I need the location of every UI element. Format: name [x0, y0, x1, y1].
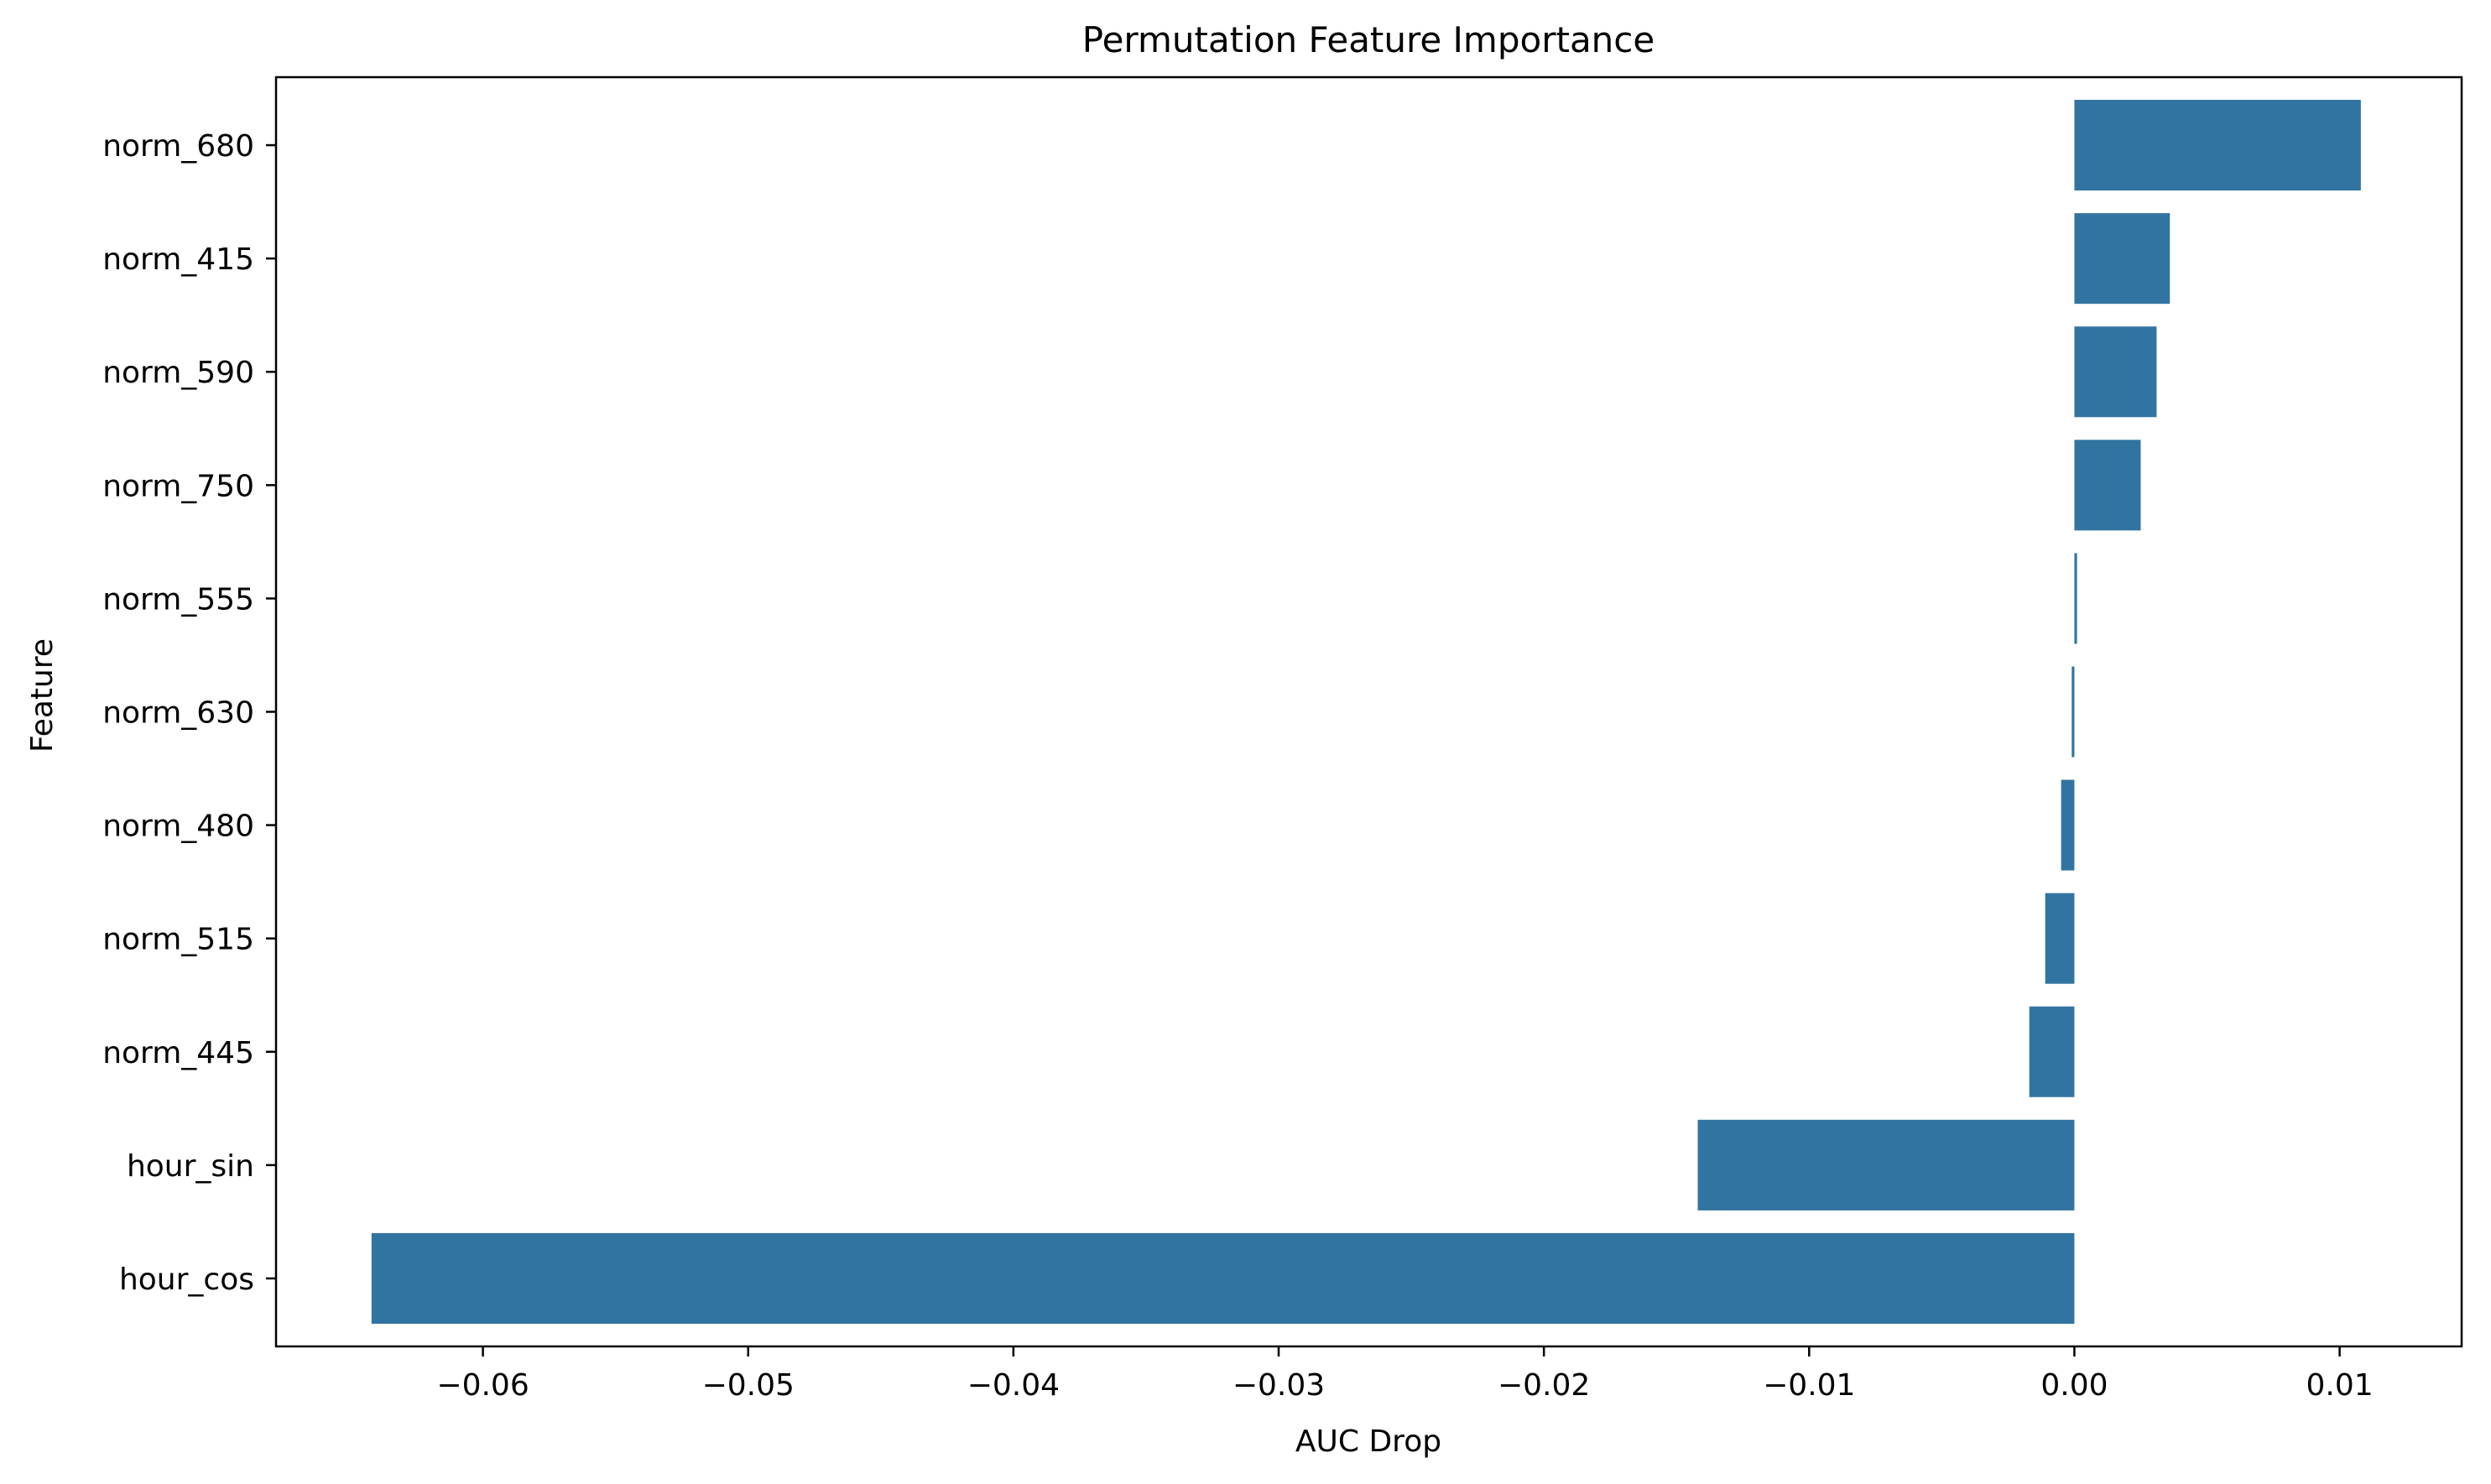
y-tick-label: norm_555: [102, 582, 254, 617]
bar-hour-sin: [1697, 1119, 2075, 1211]
bar-norm-750: [2074, 440, 2141, 531]
x-tick-label: 0.00: [2040, 1368, 2108, 1403]
y-tick-label: norm_515: [102, 923, 254, 957]
plot-frame: [274, 76, 2463, 1348]
y-tick-label: norm_445: [102, 1036, 254, 1070]
y-tick-label: norm_480: [102, 810, 254, 844]
x-tick-label: −0.06: [436, 1368, 529, 1403]
bar-norm-515: [2045, 893, 2075, 984]
bar-norm-555: [2074, 553, 2077, 644]
bar-norm-630: [2071, 666, 2075, 758]
bar-hour-cos: [371, 1232, 2075, 1324]
x-axis-label: AUC Drop: [1295, 1424, 1441, 1459]
y-axis-label: Feature: [25, 638, 60, 752]
y-tick-label: norm_590: [102, 356, 254, 390]
x-tick-label: −0.02: [1498, 1368, 1590, 1403]
chart-title: Permutation Feature Importance: [1082, 19, 1655, 60]
bar-norm-590: [2074, 326, 2157, 418]
x-tick-label: 0.01: [2306, 1368, 2373, 1403]
y-tick-label: hour_cos: [119, 1263, 254, 1297]
x-tick-label: −0.04: [967, 1368, 1060, 1403]
bar-norm-480: [2061, 779, 2075, 871]
x-tick-label: −0.01: [1763, 1368, 1855, 1403]
x-tick-label: −0.05: [702, 1368, 795, 1403]
bar-norm-445: [2029, 1006, 2075, 1097]
x-tick-label: −0.03: [1232, 1368, 1325, 1403]
y-tick-label: norm_750: [102, 469, 254, 503]
y-tick-label: hour_sin: [127, 1149, 254, 1184]
y-tick-label: norm_415: [102, 242, 254, 277]
bars-group: [371, 100, 2361, 1324]
bar-norm-680: [2074, 100, 2361, 191]
bar-norm-415: [2074, 213, 2171, 305]
y-tick-label: norm_630: [102, 696, 254, 731]
y-tick-label: norm_680: [102, 129, 254, 164]
x-axis-ticks: −0.06 −0.05 −0.04 −0.03 −0.02 −0.01 0.00 0.01: [436, 1346, 2374, 1403]
y-axis-ticks: norm_680 norm_415 norm_590 norm_750 norm_555…: [102, 129, 276, 1297]
